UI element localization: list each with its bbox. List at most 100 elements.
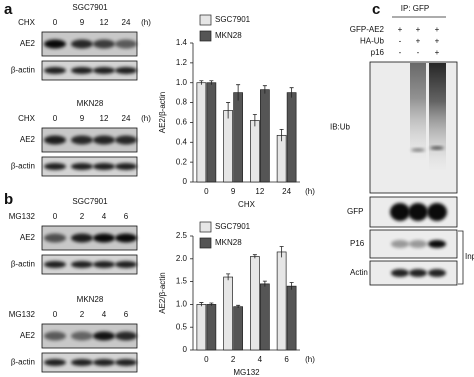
condition-label: HA-Ub xyxy=(360,37,385,46)
bar xyxy=(276,251,287,351)
band xyxy=(93,331,115,341)
panel-letter: b xyxy=(4,191,13,208)
band xyxy=(115,163,137,170)
y-tick-label: 1.0 xyxy=(176,300,188,309)
bar xyxy=(206,82,217,183)
condition-sign: + xyxy=(416,37,421,46)
legend-label: MKN28 xyxy=(215,238,242,247)
legend-swatch xyxy=(199,221,212,233)
y-tick-label: 0.2 xyxy=(176,157,188,166)
band xyxy=(93,39,115,49)
blot-title: MKN28 xyxy=(77,295,104,304)
condition-label: p16 xyxy=(371,48,385,57)
y-tick-label: 0.5 xyxy=(176,322,188,331)
error-bar xyxy=(279,128,284,142)
band xyxy=(44,331,66,341)
bar xyxy=(260,89,270,183)
error-bar xyxy=(199,80,204,85)
band xyxy=(93,135,115,145)
bar xyxy=(223,276,233,351)
treatment-label: CHX xyxy=(18,18,36,27)
condition-label: GFP-AE2 xyxy=(350,25,385,34)
band xyxy=(409,240,427,248)
band xyxy=(71,67,93,74)
band xyxy=(391,240,409,248)
unit-label: (h) xyxy=(305,355,315,364)
lane-label: 0 xyxy=(53,114,58,123)
y-tick-label: 1.5 xyxy=(176,277,188,286)
panel-letter: a xyxy=(4,1,13,18)
lane-label: 12 xyxy=(100,18,109,27)
band xyxy=(93,67,115,74)
error-bar xyxy=(252,254,257,259)
x-tick-label: 9 xyxy=(231,187,236,196)
band xyxy=(71,135,93,145)
x-tick-label: 12 xyxy=(255,187,264,196)
legend-swatch xyxy=(199,237,212,249)
bar xyxy=(276,134,287,183)
error-bar xyxy=(262,280,267,287)
blot-label: IB:Ub xyxy=(330,123,351,132)
band xyxy=(71,39,93,49)
blot-title: SGC7901 xyxy=(72,3,108,12)
condition-sign: + xyxy=(435,37,440,46)
band xyxy=(430,146,444,150)
band xyxy=(71,163,93,170)
y-axis-label: AE2/β-actin xyxy=(158,92,167,134)
legend-swatch xyxy=(199,14,212,26)
smear xyxy=(429,63,446,173)
condition-sign: + xyxy=(435,48,440,57)
band xyxy=(408,203,428,221)
condition-sign: - xyxy=(399,37,402,46)
row-label: β-actin xyxy=(11,358,35,367)
y-tick-label: 2.0 xyxy=(176,254,188,263)
y-tick-label: 1.2 xyxy=(176,58,188,67)
bar xyxy=(286,285,297,351)
bar xyxy=(260,283,270,351)
blot-label: GFP xyxy=(347,207,363,216)
condition-sign: + xyxy=(398,25,403,34)
row-label: AE2 xyxy=(20,233,36,242)
error-bar xyxy=(279,246,284,258)
input-label: Input xyxy=(465,252,474,261)
y-tick-label: 1.4 xyxy=(176,38,188,47)
x-tick-label: 4 xyxy=(258,355,263,364)
band xyxy=(115,331,137,341)
bar xyxy=(206,304,217,351)
row-label: AE2 xyxy=(20,135,36,144)
band xyxy=(428,269,446,277)
lane-label: 9 xyxy=(80,114,85,123)
error-bar xyxy=(236,304,241,309)
bar xyxy=(233,306,243,351)
band xyxy=(44,359,66,366)
blot-label: P16 xyxy=(350,239,365,248)
y-tick-label: 0.4 xyxy=(176,137,188,146)
unit-label: (h) xyxy=(141,114,151,123)
bar xyxy=(233,92,243,183)
lane-label: 0 xyxy=(53,310,58,319)
band xyxy=(409,269,427,277)
band xyxy=(44,39,66,49)
y-tick-label: 0.8 xyxy=(176,98,188,107)
x-tick-label: 0 xyxy=(204,187,209,196)
band xyxy=(71,233,93,243)
legend-swatch xyxy=(199,30,212,42)
lane-label: 12 xyxy=(100,114,109,123)
x-axis-label: CHX xyxy=(238,200,256,209)
error-bar xyxy=(262,85,267,94)
condition-sign: + xyxy=(435,25,440,34)
treatment-label: CHX xyxy=(18,114,36,123)
band xyxy=(427,203,447,221)
blot-label: Actin xyxy=(350,268,368,277)
y-tick-label: 0.6 xyxy=(176,118,188,127)
lane-label: 9 xyxy=(80,18,85,27)
lane-label: 0 xyxy=(53,18,58,27)
blot-title: MKN28 xyxy=(77,99,104,108)
lane-label: 2 xyxy=(80,212,85,221)
error-bar xyxy=(209,302,214,306)
band xyxy=(115,135,137,145)
band xyxy=(115,261,137,268)
legend-label: SGC7901 xyxy=(215,15,251,24)
band xyxy=(71,261,93,268)
